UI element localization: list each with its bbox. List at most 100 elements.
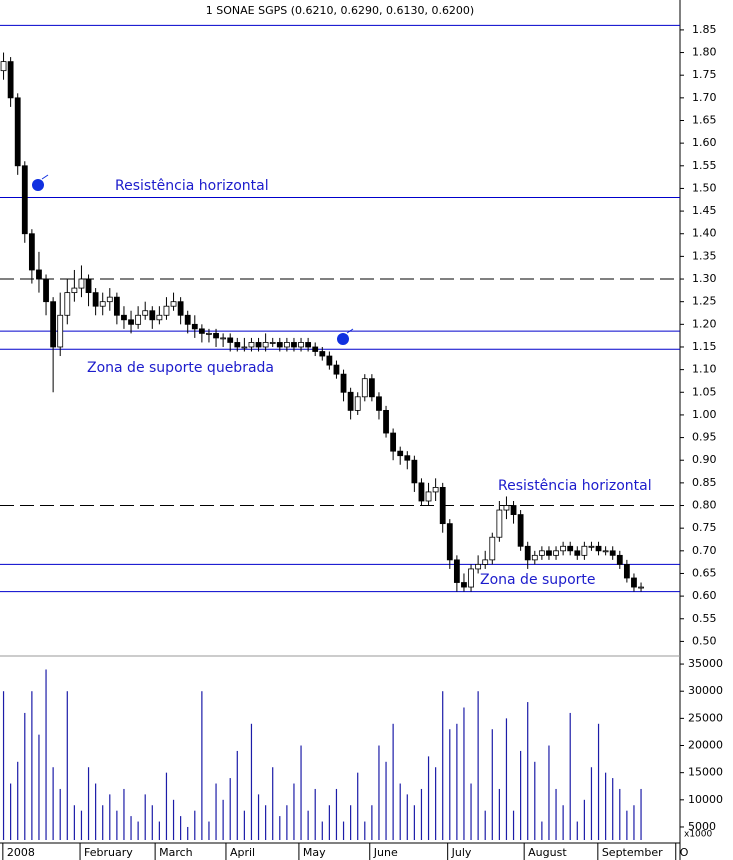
candle-body <box>546 550 552 556</box>
volume-bar <box>24 712 26 840</box>
candle-body <box>446 523 453 561</box>
candle-body <box>432 486 439 493</box>
y-tick-label: 0.60 <box>692 589 717 602</box>
y-tick-label: 20000 <box>688 739 723 752</box>
volume-bar <box>201 691 203 840</box>
y-tick-label: 5000 <box>688 820 716 833</box>
volume-bar <box>123 788 125 840</box>
candle-body <box>553 550 559 556</box>
candle-body <box>121 314 127 321</box>
candle-body <box>248 342 255 348</box>
volume-bar <box>208 821 210 840</box>
volume-bar <box>265 805 267 840</box>
candle-body <box>581 545 588 556</box>
candle-body <box>397 450 404 457</box>
candle-body <box>461 582 467 588</box>
volume-bar <box>420 788 423 840</box>
candle-body <box>489 536 496 561</box>
volume-bar <box>59 788 61 840</box>
volume-bar <box>45 669 47 840</box>
candle-body <box>198 328 205 334</box>
candle-body <box>57 314 64 348</box>
volume-bar <box>385 761 387 840</box>
candle-body <box>517 514 524 547</box>
candle-body <box>0 61 7 72</box>
candle-body <box>510 505 517 515</box>
candle-body <box>291 342 297 348</box>
volume-bar <box>406 794 408 840</box>
volume-bar <box>463 707 465 840</box>
candle-body <box>113 296 120 316</box>
candle-body <box>50 301 57 348</box>
volume-bar <box>180 816 182 840</box>
annotation: Zona de suporte <box>480 572 596 588</box>
volume-bar <box>187 826 189 840</box>
volume-bar <box>342 821 345 840</box>
volume-bar <box>165 772 168 840</box>
candle-body <box>99 301 106 307</box>
volume-bar <box>172 799 175 840</box>
volume-bar <box>151 805 153 840</box>
y-tick-label: 25000 <box>688 711 723 724</box>
volume-bar <box>378 745 380 840</box>
candle-body <box>340 373 347 393</box>
candle-body <box>227 337 234 343</box>
candle-body <box>574 550 581 556</box>
y-tick-label: 35000 <box>688 657 723 670</box>
candle-body <box>623 564 630 579</box>
volume-bar <box>449 729 451 840</box>
volume-bar <box>73 805 75 840</box>
candle-body <box>411 459 418 484</box>
y-tick-label: 0.65 <box>692 566 717 579</box>
candle-body <box>524 545 531 561</box>
candle-body <box>78 278 85 289</box>
volume-bar <box>52 767 54 840</box>
y-tick-label: 10000 <box>688 793 723 806</box>
volume-bar <box>2 691 5 840</box>
volume-bar <box>66 691 68 840</box>
annotation: Zona de suporte quebrada <box>87 360 274 376</box>
candle-body <box>36 269 42 280</box>
candle-body <box>638 586 644 589</box>
volume-bar <box>116 810 118 840</box>
volume-bar <box>194 810 196 840</box>
volume-bar <box>498 788 500 840</box>
candle-body <box>361 378 368 398</box>
volume-bar <box>250 723 253 840</box>
volume-bar <box>640 788 642 840</box>
x-tick-label: 2008 <box>7 846 35 859</box>
volume-bar <box>350 805 352 840</box>
volume-bar <box>562 805 564 840</box>
candle-body <box>567 545 574 552</box>
volume-bar <box>435 767 437 840</box>
candle-body <box>609 550 616 556</box>
y-tick-label: 15000 <box>688 766 723 779</box>
candle-body <box>305 342 312 348</box>
candle-body <box>425 491 432 502</box>
volume-bar <box>328 805 330 840</box>
volume-bar <box>548 745 550 840</box>
volume-bar <box>109 794 111 840</box>
candle-body <box>482 559 489 565</box>
x-tick-label: June <box>373 846 398 859</box>
candle-body <box>206 332 212 335</box>
candle-body <box>85 278 92 294</box>
volume-bar <box>505 718 508 840</box>
y-tick-label: 1.10 <box>692 363 717 376</box>
candle-body <box>170 301 177 307</box>
candle-body <box>28 233 35 271</box>
candle-body <box>283 342 290 348</box>
unit-label: x1000 <box>684 830 713 840</box>
volume-bar <box>392 723 394 840</box>
candle-body <box>156 314 163 321</box>
volume-bar <box>569 712 571 840</box>
chart-title: 1 SONAE SGPS (0.6210, 0.6290, 0.6130, 0.… <box>206 4 474 17</box>
volume-bar <box>527 702 529 840</box>
y-tick-label: 0.85 <box>692 476 717 489</box>
y-tick-label: 0.75 <box>692 521 717 534</box>
volume-bar <box>597 723 600 840</box>
volume-bar <box>137 821 139 840</box>
volume-bar <box>300 745 302 840</box>
volume-bar <box>619 788 621 840</box>
candle-body <box>503 505 510 511</box>
